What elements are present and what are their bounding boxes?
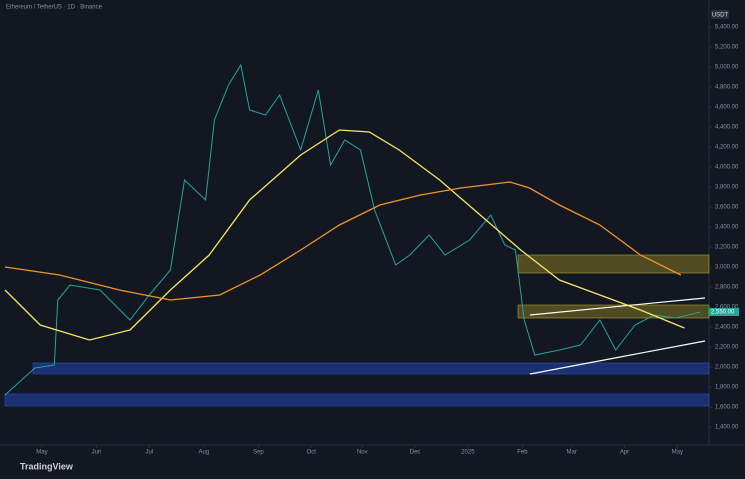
y-tick-label: 3,400.00 — [715, 225, 739, 231]
trendline — [529, 340, 706, 375]
brand: TradingView — [20, 461, 74, 471]
y-tick-label: 5,000.00 — [715, 65, 739, 71]
x-tick-label: Jun — [92, 450, 102, 456]
resistance-zone — [517, 254, 710, 274]
trendline — [529, 297, 706, 316]
y-tick-label: 1,400.00 — [715, 425, 739, 431]
x-tick-label: Mar — [567, 450, 577, 456]
plot: 5,400.00 5,200.00 5,000.00 4,800.00 4,600.00… — [4, 25, 739, 456]
y-tick-label: 4,600.00 — [715, 105, 739, 111]
x-tick-label: Oct — [307, 450, 317, 456]
y-tick-label: 2,400.00 — [715, 325, 739, 331]
price-line — [4, 63, 701, 396]
y-tick-label: 3,200.00 — [715, 245, 739, 251]
support-zone — [4, 393, 710, 407]
x-tick-label: Dec — [410, 450, 421, 456]
y-tick-label: 4,400.00 — [715, 125, 739, 131]
y-tick-label: 3,600.00 — [715, 205, 739, 211]
x-tick-label: Aug — [199, 450, 210, 456]
x-tick-label: 2025 — [461, 450, 475, 456]
currency-box[interactable] — [711, 10, 729, 19]
x-tick-label: Apr — [620, 450, 629, 456]
last-price-label: 2,550.00 — [711, 310, 735, 316]
y-tick-label: 4,000.00 — [715, 165, 739, 171]
last-price-box — [709, 308, 739, 316]
y-tick-label: 2,600.00 — [715, 305, 739, 311]
y-tick-label: 3,000.00 — [715, 265, 739, 271]
x-tick-label: Jul — [145, 450, 153, 456]
support-zone — [32, 362, 710, 375]
y-tick-label: 2,000.00 — [715, 365, 739, 371]
y-tick-label: 2,800.00 — [715, 285, 739, 291]
symbol-title: Ethereum / TetherUS · 1D · Binance — [6, 5, 103, 11]
x-tick-label: May — [36, 450, 47, 456]
currency[interactable]: USDT — [712, 13, 729, 19]
moving-average — [4, 181, 682, 301]
x-tick-label: Nov — [357, 450, 368, 456]
y-tick-label: 2,200.00 — [715, 345, 739, 351]
y-tick-label: 5,400.00 — [715, 25, 739, 31]
y-tick-label: 1,600.00 — [715, 405, 739, 411]
y-tick-label: 5,200.00 — [715, 45, 739, 51]
x-tick-label: Feb — [517, 450, 528, 456]
moving-average — [4, 129, 685, 341]
x-tick-label: May — [672, 450, 683, 456]
y-tick-label: 1,800.00 — [715, 385, 739, 391]
y-tick-label: 4,200.00 — [715, 145, 739, 151]
x-tick-label: Sep — [253, 450, 264, 456]
y-tick-label: 4,800.00 — [715, 85, 739, 91]
y-tick-label: 3,800.00 — [715, 185, 739, 191]
